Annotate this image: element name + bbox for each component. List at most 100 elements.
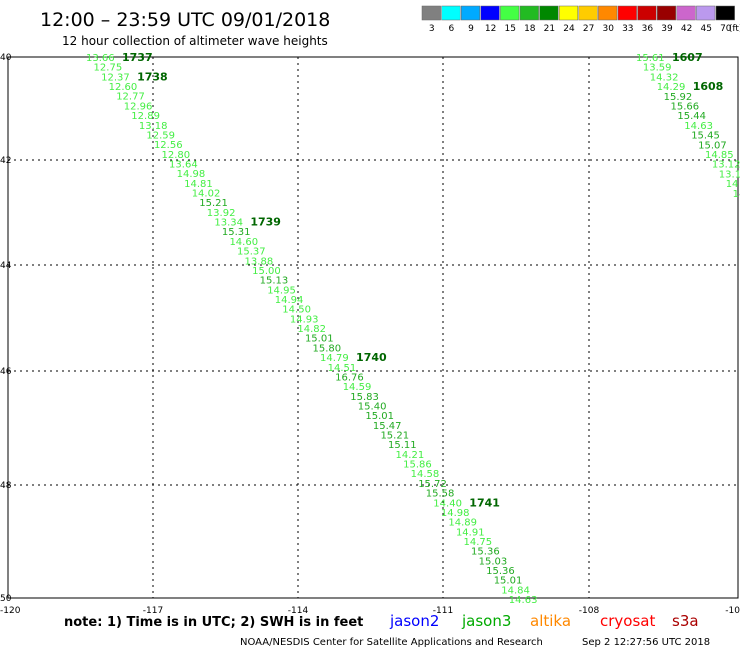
legend-swatch bbox=[519, 5, 539, 21]
footer-note: note: 1) Time is in UTC; 2) SWH is in fe… bbox=[64, 615, 363, 630]
footer-credit: NOAA/NESDIS Center for Satellite Applica… bbox=[240, 637, 543, 648]
legend-label: 30 bbox=[602, 24, 614, 34]
legend-swatch bbox=[676, 5, 696, 21]
wave-height-value: 15.72 bbox=[418, 479, 447, 490]
wave-height-value: 14.02 bbox=[192, 189, 221, 200]
latitude-label: 42 bbox=[0, 156, 11, 166]
legend-label: 33 bbox=[622, 24, 633, 34]
wave-height-value: 15.03 bbox=[479, 556, 508, 567]
wave-height-value: 15.36 bbox=[486, 566, 515, 577]
wave-height-value: 14.98 bbox=[441, 508, 470, 519]
time-label: 1739 bbox=[250, 216, 281, 229]
time-label: 1740 bbox=[356, 351, 387, 364]
wave-height-value: 15.45 bbox=[691, 131, 720, 142]
wave-height-value: 15.44 bbox=[677, 111, 706, 122]
page-subtitle: 12 hour collection of altimeter wave hei… bbox=[62, 34, 328, 48]
wave-height-value: 15.47 bbox=[373, 421, 402, 432]
wave-height-value: 12.80 bbox=[162, 150, 191, 161]
legend-label: 9 bbox=[468, 24, 474, 34]
lat-lon-grid bbox=[7, 56, 739, 599]
longitude-label: -108 bbox=[579, 606, 600, 616]
legend-label: 45 bbox=[700, 24, 711, 34]
wave-height-value: 14.79 bbox=[320, 353, 349, 364]
legend-swatch bbox=[441, 5, 461, 21]
wave-height-value: 15.07 bbox=[698, 140, 727, 151]
legend-label: 21 bbox=[544, 24, 555, 34]
wave-height-value: 13.18 bbox=[139, 121, 168, 132]
page-title: 12:00 – 23:59 UTC 09/01/2018 bbox=[40, 9, 330, 31]
legend-label: 42 bbox=[681, 24, 692, 34]
wave-height-value: 14.82 bbox=[297, 324, 326, 335]
wave-height-value: 12.89 bbox=[131, 111, 160, 122]
legend-swatch bbox=[617, 5, 637, 21]
legend-swatch bbox=[696, 5, 716, 21]
legend-swatch bbox=[637, 5, 657, 21]
wave-height-value: 14.94 bbox=[275, 295, 304, 306]
footer-timestamp: Sep 2 12:27:56 UTC 2018 bbox=[582, 637, 710, 648]
wave-height-value: 14.63 bbox=[509, 595, 538, 606]
satellite-label: s3a bbox=[672, 612, 699, 630]
legend-swatch bbox=[715, 5, 735, 21]
time-label: 1741 bbox=[469, 496, 500, 509]
wave-height-value: 13.12 bbox=[712, 160, 740, 171]
legend-label: 24 bbox=[563, 24, 575, 34]
latitude-label: 48 bbox=[0, 481, 12, 491]
latitude-label: 40 bbox=[0, 53, 12, 63]
longitude-label: -111 bbox=[433, 606, 453, 616]
wave-height-value: 15.21 bbox=[380, 431, 409, 442]
legend-label: 18 bbox=[524, 24, 536, 34]
time-label: 1608 bbox=[693, 80, 724, 93]
wave-height-value: 12.96 bbox=[124, 101, 153, 112]
legend-swatch bbox=[656, 5, 677, 21]
legend-swatch bbox=[480, 5, 500, 21]
legend-unit: (ft) bbox=[729, 24, 740, 34]
wave-height-value: 12.56 bbox=[154, 140, 183, 151]
satellite-label: jason2 bbox=[389, 612, 439, 630]
time-label: 1607 bbox=[672, 51, 703, 64]
wave-height-value: 14.32 bbox=[650, 72, 679, 83]
wave-height-value: 13.59 bbox=[643, 63, 672, 74]
wave-height-value: 14 bbox=[726, 179, 739, 190]
wave-height-value: 12.60 bbox=[109, 82, 138, 93]
track-2: 15.6113.5914.3214.2915.9215.6615.4414.63… bbox=[636, 51, 740, 200]
wave-height-value: 14.84 bbox=[501, 585, 530, 596]
wave-height-value: 15.40 bbox=[358, 401, 387, 412]
wave-height-value: 13.34 bbox=[214, 218, 243, 229]
wave-height-value: 14.60 bbox=[229, 237, 258, 248]
wave-height-value: 15.83 bbox=[350, 392, 379, 403]
satellite-label: jason3 bbox=[461, 612, 511, 630]
latitude-label: 46 bbox=[0, 367, 12, 377]
legend-label: 39 bbox=[661, 24, 673, 34]
legend-swatch bbox=[598, 5, 618, 21]
wave-height-value: 12.59 bbox=[146, 130, 175, 141]
legend-label: 3 bbox=[429, 24, 435, 34]
track-1: 13.6612.7512.3712.6012.7712.9612.8913.18… bbox=[86, 51, 537, 606]
wave-height-value: 13.64 bbox=[169, 159, 198, 170]
satellite-label: altika bbox=[530, 612, 571, 630]
wave-height-value: 14.51 bbox=[328, 363, 357, 374]
wave-height-value: 14.93 bbox=[290, 314, 319, 325]
wave-height-value: 13.66 bbox=[86, 53, 115, 64]
map-frame bbox=[7, 56, 739, 599]
wave-height-value: 16.76 bbox=[335, 372, 364, 383]
wave-height-value: 14.81 bbox=[184, 179, 213, 190]
wave-height-value: 14.50 bbox=[282, 305, 311, 316]
legend-swatch bbox=[460, 5, 481, 21]
latitude-label: 44 bbox=[0, 261, 12, 271]
wave-height-value: 15.36 bbox=[471, 547, 500, 558]
satellite-legend: jason2 jason3 altika cryosat s3a bbox=[389, 612, 699, 630]
wave-height-value: 14.75 bbox=[464, 537, 493, 548]
wave-height-value: 14.21 bbox=[396, 450, 425, 461]
wave-height-value: 15.86 bbox=[403, 460, 432, 471]
wave-height-value: 12.37 bbox=[101, 72, 130, 83]
legend-label: 12 bbox=[485, 24, 496, 34]
wave-height-value: 15.61 bbox=[636, 53, 665, 64]
wave-height-value: 13.88 bbox=[245, 256, 274, 267]
time-label: 1737 bbox=[122, 51, 153, 64]
latitude-label: 50 bbox=[0, 594, 12, 604]
wave-height-value: 15.11 bbox=[388, 440, 417, 451]
wave-height-value: 15.37 bbox=[237, 247, 266, 258]
wave-height-value: 14.85 bbox=[705, 150, 734, 161]
legend-label: 15 bbox=[504, 24, 515, 34]
